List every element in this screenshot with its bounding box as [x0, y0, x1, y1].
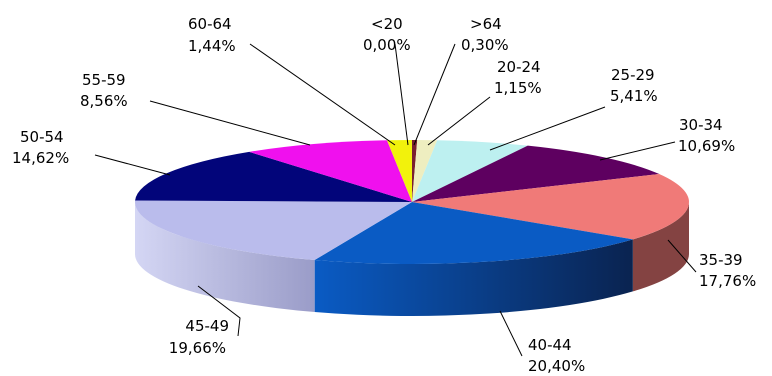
leader-line-under-20 — [394, 43, 409, 146]
pie-slice-25-29 — [412, 140, 528, 202]
value-label-25-29: 5,41% — [610, 87, 658, 105]
pie-slice-over-64 — [412, 140, 418, 202]
leader-line-50-54 — [94, 154, 171, 176]
pie-sides — [134, 202, 689, 316]
category-label-25-29: 25-29 — [611, 66, 655, 84]
leader-line-25-29 — [489, 106, 606, 151]
category-label-45-49: 45-49 — [185, 317, 229, 335]
pie-slice-20-24 — [412, 140, 438, 202]
category-label-60-64: 60-64 — [188, 15, 232, 33]
leader-line-40-44 — [499, 310, 523, 357]
category-label-35-39: 35-39 — [699, 251, 743, 269]
category-label-55-59: 55-59 — [82, 71, 126, 89]
pie-slice-40-44 — [314, 202, 633, 264]
pie-side-40-44 — [314, 239, 633, 316]
value-label-over-64: 0,30% — [461, 36, 509, 54]
category-label-30-34: 30-34 — [679, 116, 723, 134]
value-label-20-24: 1,15% — [494, 79, 542, 97]
pie-side-45-49 — [134, 202, 315, 313]
value-label-35-39: 17,76% — [699, 272, 756, 290]
value-label-45-49: 19,66% — [169, 339, 226, 357]
leader-line-30-34 — [599, 141, 676, 161]
value-label-30-34: 10,69% — [678, 137, 735, 155]
pie-slice-60-64 — [386, 140, 412, 202]
pie-side-35-39 — [632, 202, 689, 292]
leader-lines — [94, 43, 697, 357]
value-label-60-64: 1,44% — [188, 37, 236, 55]
value-label-55-59: 8,56% — [80, 92, 128, 110]
pie-slice-45-49 — [135, 200, 413, 261]
pie-slice-35-39 — [412, 174, 689, 240]
pie-slice-55-59 — [249, 140, 412, 202]
category-label-50-54: 50-54 — [20, 128, 64, 146]
category-label-40-44: 40-44 — [528, 336, 572, 354]
category-label-over-64: >64 — [470, 15, 502, 33]
pie-slice-30-34 — [412, 145, 660, 202]
leader-line-over-64 — [413, 43, 456, 146]
value-label-under-20: 0,00% — [363, 36, 411, 54]
pie-slice-50-54 — [135, 151, 412, 202]
leader-line-20-24 — [427, 96, 491, 146]
data-labels: <20 0,00% >64 0,30% 20-24 1,15% 25-29 5,41% 30-3… — [12, 15, 756, 375]
value-label-50-54: 14,62% — [12, 149, 69, 167]
category-label-20-24: 20-24 — [497, 58, 541, 76]
pie-slices — [135, 140, 689, 264]
leader-line-60-64 — [249, 43, 396, 146]
value-label-40-44: 20,40% — [528, 357, 585, 375]
leader-line-35-39 — [667, 239, 697, 273]
leader-line-45-49 — [197, 285, 241, 337]
leader-line-55-59 — [149, 100, 311, 146]
category-label-under-20: <20 — [371, 15, 403, 33]
